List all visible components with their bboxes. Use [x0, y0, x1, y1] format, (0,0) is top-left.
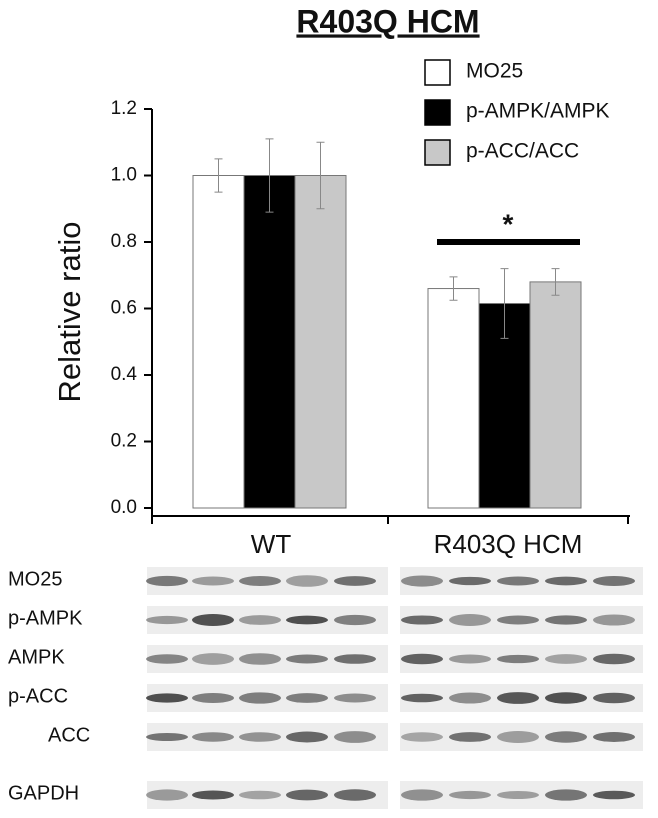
blot-band	[286, 575, 328, 587]
blot-band	[146, 575, 188, 587]
blot-band	[449, 576, 491, 586]
blot-band	[449, 790, 491, 800]
y-tick-label: 0.6	[111, 298, 137, 319]
error-bar	[551, 268, 560, 296]
blot-band	[334, 789, 376, 801]
blot-band	[545, 576, 587, 586]
blot-band	[239, 615, 281, 625]
error-bar	[316, 141, 325, 210]
blot-band	[192, 693, 234, 703]
blot-band	[239, 653, 281, 665]
blot-band	[239, 692, 281, 704]
bar	[243, 175, 296, 509]
blot-label: GAPDH	[8, 782, 79, 804]
blot-band	[593, 732, 635, 742]
blot-band	[146, 615, 188, 625]
blot-band	[593, 790, 635, 800]
blot-band	[146, 732, 188, 742]
blot-band	[497, 731, 539, 743]
blot-band	[239, 575, 281, 587]
error-bar	[265, 138, 274, 213]
y-tick-label: 0.2	[111, 431, 137, 452]
blot-band	[334, 693, 376, 703]
blot-band	[545, 789, 587, 801]
blot-band	[401, 732, 443, 742]
blot-band	[146, 693, 188, 703]
y-tick-label: 1.0	[111, 165, 137, 186]
blot-band	[192, 732, 234, 742]
blot-band	[449, 614, 491, 626]
significance-marker: *	[503, 208, 514, 239]
blot-label: AMPK	[8, 646, 65, 668]
blot-label: p-AMPK	[8, 607, 83, 629]
y-tick-label: 0.4	[111, 364, 138, 385]
blot-band	[401, 693, 443, 703]
blot-label: MO25	[8, 568, 62, 590]
blot-band	[449, 732, 491, 742]
bar	[529, 281, 582, 509]
blot-band	[497, 692, 539, 704]
legend-label: p-AMPK/AMPK	[466, 100, 610, 123]
bar	[294, 175, 347, 509]
x-tick-label: WT	[251, 529, 292, 559]
blot-band	[286, 731, 328, 743]
chart-title: R403Q HCM	[296, 3, 479, 39]
error-bar	[214, 158, 223, 193]
blot-band	[401, 575, 443, 587]
blot-band	[286, 693, 328, 703]
y-tick-label: 0.8	[111, 231, 137, 252]
blot-band	[239, 790, 281, 800]
legend-label: p-ACC/ACC	[466, 140, 579, 163]
blot-band	[192, 614, 234, 626]
blot-band	[192, 790, 234, 800]
blot-band	[497, 576, 539, 586]
blot-band	[593, 653, 635, 665]
blot-band	[334, 614, 376, 626]
bar	[192, 175, 245, 509]
error-bar	[449, 276, 458, 301]
legend-label: MO25	[466, 60, 523, 83]
blot-band	[401, 653, 443, 665]
legend-swatch	[424, 99, 451, 126]
blot-band	[286, 654, 328, 664]
error-bar	[500, 268, 509, 339]
blot-band	[497, 654, 539, 664]
blot-band	[239, 732, 281, 742]
blot-band	[334, 576, 376, 586]
blot-band	[545, 731, 587, 743]
blot-band	[593, 614, 635, 626]
blot-band	[192, 576, 234, 586]
blot-band	[593, 576, 635, 586]
blot-band	[449, 692, 491, 704]
blot-band	[593, 692, 635, 704]
blot-band	[497, 790, 539, 800]
y-tick-label: 1.2	[111, 98, 137, 119]
blot-band	[146, 789, 188, 801]
blot-band	[334, 731, 376, 743]
bar	[427, 288, 480, 509]
blot-band	[334, 654, 376, 664]
blot-label: p-ACC	[8, 685, 68, 707]
y-tick-label: 0.0	[111, 497, 137, 518]
blot-band	[497, 615, 539, 625]
x-tick-label: R403Q HCM	[434, 529, 583, 559]
legend-swatch	[424, 139, 451, 166]
blot-band	[545, 654, 587, 664]
blot-band	[545, 692, 587, 704]
blot-label: ACC	[48, 724, 90, 746]
blot-band	[286, 615, 328, 625]
blot-band	[192, 653, 234, 665]
legend-swatch	[424, 59, 451, 86]
blot-band	[449, 654, 491, 664]
blot-band	[286, 789, 328, 801]
blot-band	[146, 654, 188, 664]
blot-band	[401, 615, 443, 625]
blot-band	[545, 615, 587, 625]
blot-band	[401, 789, 443, 801]
y-axis-label: Relative ratio	[52, 222, 87, 403]
